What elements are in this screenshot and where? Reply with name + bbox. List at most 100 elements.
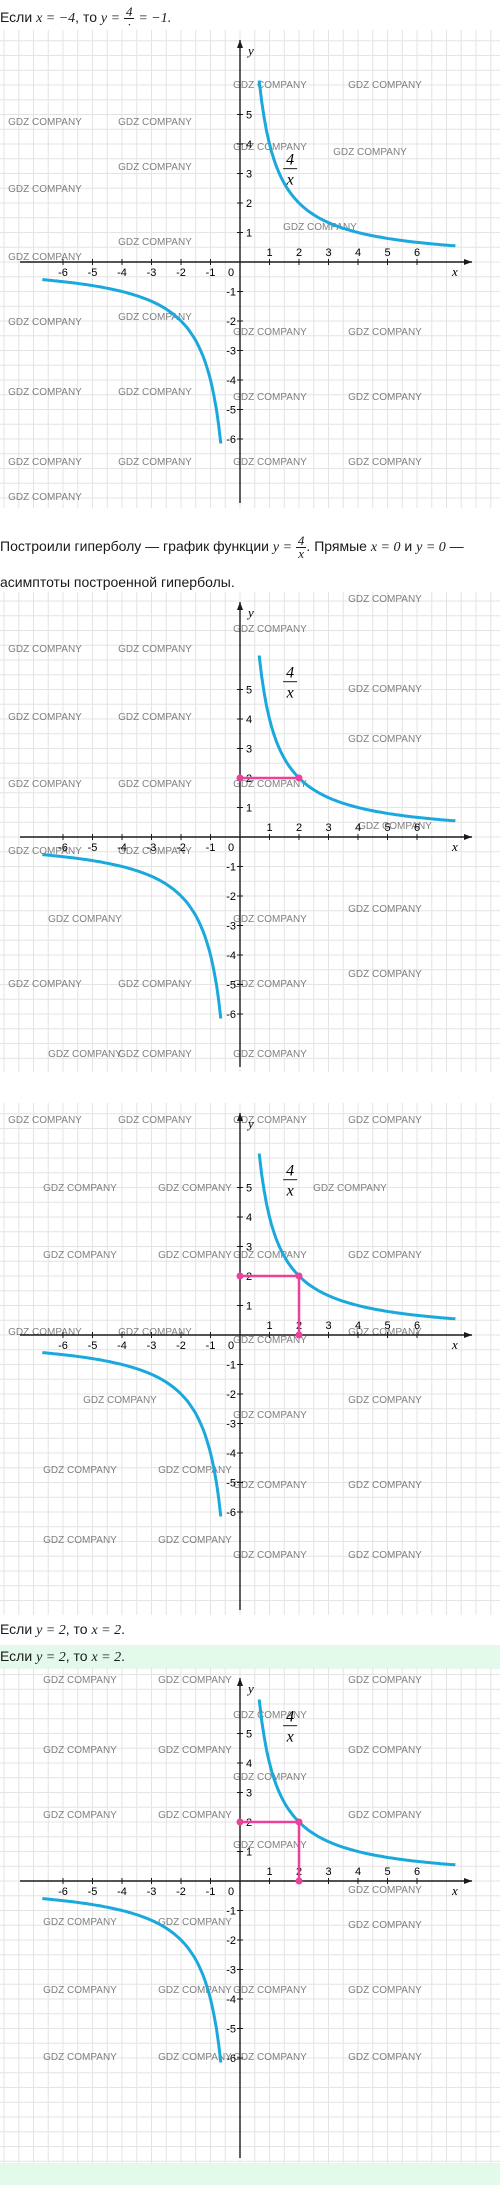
text-line-2: Построили гиперболу — график функции y =… [0, 534, 500, 560]
watermark: GDZ COMPANY [348, 1885, 422, 1896]
marker-point [295, 774, 303, 782]
grid [0, 30, 500, 508]
watermark: GDZ COMPANY [358, 821, 432, 832]
x-tick-label: -2 [176, 842, 186, 854]
x-tick-label: -3 [147, 1886, 157, 1898]
x-tick-label: -5 [88, 1340, 98, 1352]
y-tick-label: 4 [246, 1212, 252, 1224]
watermark: GDZ COMPANY [118, 644, 192, 655]
y-tick-label: 3 [246, 744, 252, 756]
hyperbola-chart-3: GDZ COMPANY GDZ COMPANY GDZ COMPANY GDZ COM… [0, 1103, 500, 1615]
y-tick-label: -2 [226, 316, 236, 328]
watermark: GDZ COMPANY [43, 1535, 117, 1546]
x-axis-arrow [464, 1878, 472, 1884]
text-and: и [400, 538, 417, 555]
watermark: GDZ COMPANY [43, 1183, 117, 1194]
math-x-value: x = 2 [91, 1623, 122, 1638]
hyperbola-branch-positive [257, 80, 456, 248]
watermark: GDZ COMPANY [348, 1250, 422, 1261]
origin-label: 0 [228, 1340, 234, 1352]
x-tick-label: 6 [414, 247, 420, 259]
y-tick-label: 3 [246, 169, 252, 181]
x-tick-label: 3 [325, 1866, 331, 1878]
marker-point-y [236, 774, 244, 782]
x-tick-label: 4 [355, 1866, 361, 1878]
watermark: GDZ COMPANY [158, 1465, 232, 1476]
x-tick-label: 3 [325, 822, 331, 834]
x-tick-label: 5 [384, 1866, 390, 1878]
watermark: GDZ COMPANY [8, 712, 82, 723]
x-tick-label: 5 [384, 1320, 390, 1332]
x-tick-label: -4 [117, 1886, 127, 1898]
watermark: GDZ COMPANY [158, 2052, 232, 2063]
text-line-4: Если y = 2, то x = 2. [0, 1645, 500, 1669]
y-tick-label: -1 [226, 1360, 236, 1372]
watermark: GDZ COMPANY [118, 1049, 192, 1060]
function-label-num: 4 [286, 665, 294, 682]
text-dash: — [445, 538, 464, 555]
x-tick-label: 4 [355, 1320, 361, 1332]
watermark: GDZ COMPANY [233, 914, 307, 925]
y-axis-arrow [237, 40, 243, 48]
watermark: GDZ COMPANY [283, 222, 357, 233]
y-tick-label: -3 [226, 1965, 236, 1977]
y-axis-arrow [237, 602, 243, 610]
math-x-value: x = 2 [91, 1650, 122, 1665]
watermark: GDZ COMPANY [118, 979, 192, 990]
watermark: GDZ COMPANY [118, 162, 192, 173]
watermark: GDZ COMPANY [118, 846, 192, 857]
x-axis-arrow [464, 1332, 472, 1338]
x-tick-label: -6 [58, 1886, 68, 1898]
hyperbola-branch-positive [257, 1153, 456, 1321]
watermark: GDZ COMPANY [233, 779, 307, 790]
x-tick-label: 2 [296, 247, 302, 259]
hyperbola-branch-negative [42, 1351, 223, 1517]
y-axis-label: y [246, 43, 254, 58]
marker-point-x [295, 1877, 303, 1885]
watermark: GDZ COMPANY [43, 2052, 117, 2063]
watermark: GDZ COMPANY [233, 1335, 307, 1346]
x-tick-label: 4 [355, 247, 361, 259]
text-if: Если [0, 9, 37, 26]
marker-point [295, 1272, 303, 1280]
origin-label: 0 [228, 267, 234, 279]
x-tick-label: -6 [58, 842, 68, 854]
function-label: 4x [283, 1163, 298, 1200]
y-tick-label: 3 [246, 1788, 252, 1800]
math-y-value: y = 2 [36, 1623, 66, 1638]
origin-label: 0 [228, 1886, 234, 1898]
hyperbola-chart-2: GDZ COMPANY GDZ COMPANY GDZ COMPANY GDZ COM… [0, 592, 500, 1072]
x-tick-label: -6 [58, 267, 68, 279]
x-tick-label: -5 [88, 1886, 98, 1898]
watermark: GDZ COMPANY [348, 327, 422, 338]
hyperbola-chart-1: GDZ COMPANY GDZ COMPANY GDZ COMPANY GDZ COM… [0, 30, 500, 508]
watermark: GDZ COMPANY [8, 644, 82, 655]
watermark: GDZ COMPANY [348, 1675, 422, 1686]
marker-point [295, 1818, 303, 1826]
y-tick-label: 5 [246, 1729, 252, 1741]
watermark: GDZ COMPANY [348, 1745, 422, 1756]
y-axis-label: y [246, 605, 254, 620]
math-x-value: x = −4 [36, 11, 76, 27]
grid [0, 592, 500, 1072]
y-tick-label: -4 [226, 1994, 236, 2006]
watermark: GDZ COMPANY [233, 2052, 307, 2063]
y-tick-label: -4 [226, 375, 236, 387]
x-tick-label: -3 [147, 1340, 157, 1352]
x-axis-label: x [451, 839, 458, 854]
watermark: GDZ COMPANY [8, 117, 82, 128]
watermark: GDZ COMPANY [83, 1395, 157, 1406]
y-axis-label: y [246, 1116, 254, 1131]
watermark: GDZ COMPANY [158, 1745, 232, 1756]
origin-label: 0 [228, 842, 234, 854]
math-x0: x = 0 [370, 540, 401, 556]
text-line-3: Если y = 2, то x = 2. [0, 1620, 500, 1640]
watermark: GDZ COMPANY [48, 914, 122, 925]
function-label-den: x [286, 1729, 294, 1746]
watermark: GDZ COMPANY [8, 387, 82, 398]
watermark: GDZ COMPANY [333, 147, 407, 158]
y-tick-label: -1 [226, 862, 236, 874]
x-tick-label: 5 [384, 247, 390, 259]
x-tick-label: 3 [325, 1320, 331, 1332]
